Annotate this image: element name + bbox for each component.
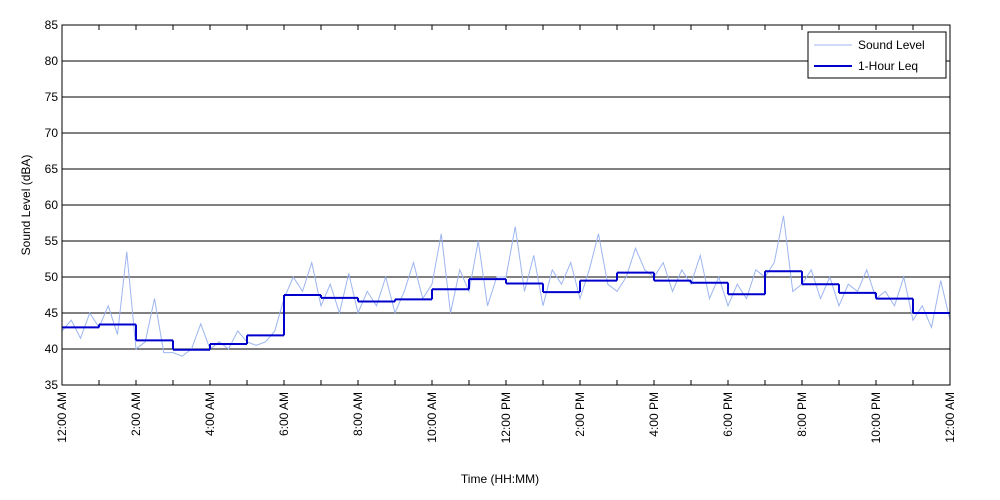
x-tick-label: 6:00 AM	[277, 392, 291, 436]
legend-label: 1-Hour Leq	[858, 59, 918, 73]
legend-label: Sound Level	[858, 38, 925, 52]
x-tick-label: 8:00 PM	[795, 392, 809, 437]
y-tick-label: 70	[45, 126, 59, 140]
x-tick-label: 10:00 PM	[869, 392, 883, 443]
y-tick-label: 65	[45, 162, 59, 176]
x-tick-label: 2:00 AM	[129, 392, 143, 436]
x-tick-label: 4:00 PM	[647, 392, 661, 437]
x-tick-label: 12:00 AM	[55, 392, 69, 443]
x-tick-label: 8:00 AM	[351, 392, 365, 436]
x-tick-label: 12:00 PM	[499, 392, 513, 443]
x-tick-label: 6:00 PM	[721, 392, 735, 437]
y-tick-label: 40	[45, 342, 59, 356]
x-tick-label: 4:00 AM	[203, 392, 217, 436]
legend-box	[807, 31, 947, 79]
y-tick-label: 75	[45, 90, 59, 104]
x-tick-label: 10:00 AM	[425, 392, 439, 443]
y-tick-label: 45	[45, 306, 59, 320]
y-tick-label: 85	[45, 18, 59, 32]
plot-frame	[61, 24, 951, 386]
y-tick-label: 50	[45, 270, 59, 284]
y-tick-label: 60	[45, 198, 59, 212]
y-tick-label: 80	[45, 54, 59, 68]
x-tick-label: 2:00 PM	[573, 392, 587, 437]
y-tick-label: 35	[45, 378, 59, 392]
x-tick-label: 12:00 AM	[943, 392, 957, 443]
y-tick-label: 55	[45, 234, 59, 248]
y-axis-label: Sound Level (dBA)	[19, 155, 33, 256]
x-axis-label: Time (HH:MM)	[461, 472, 539, 486]
